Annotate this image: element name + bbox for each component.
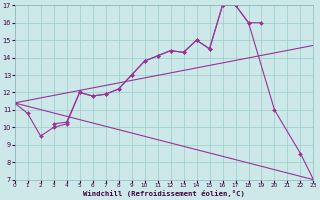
- X-axis label: Windchill (Refroidissement éolien,°C): Windchill (Refroidissement éolien,°C): [83, 190, 245, 197]
